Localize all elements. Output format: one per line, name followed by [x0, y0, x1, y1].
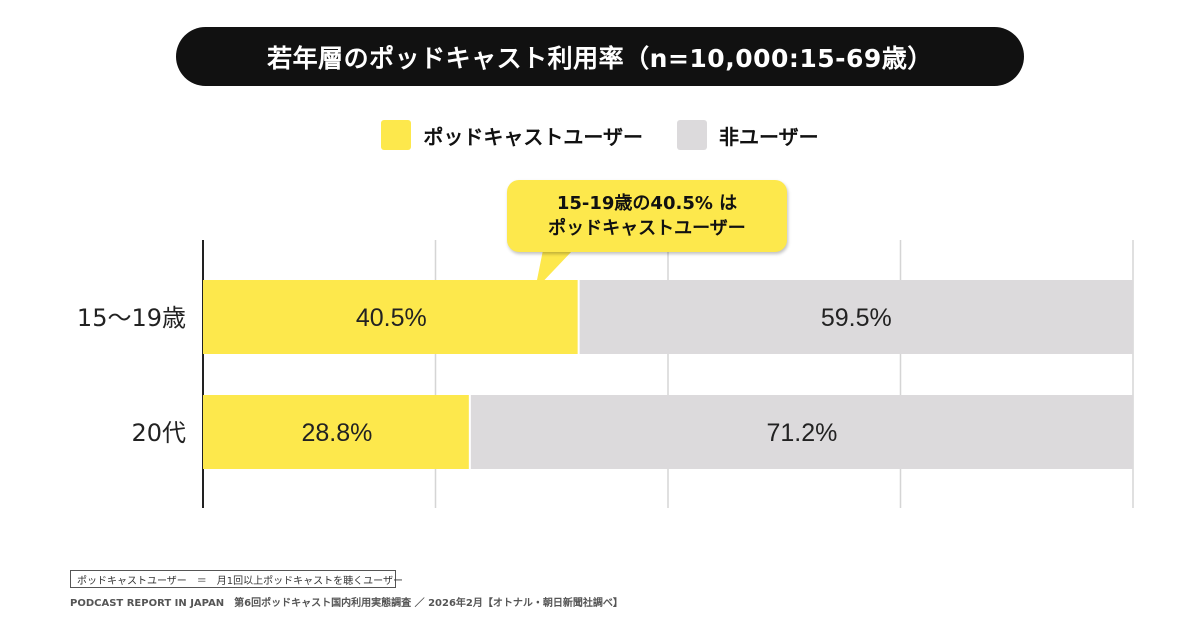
source-note: PODCAST REPORT IN JAPAN 第6回ポッドキャスト国内利用実態… [70, 598, 623, 609]
bar-non-users [470, 395, 1134, 469]
legend-item-users: ポッドキャストユーザー [381, 120, 643, 150]
chart-title: 若年層のポッドキャスト利用率（n=10,000:15-69歳） [176, 27, 1024, 86]
legend: ポッドキャストユーザー 非ユーザー [0, 120, 1200, 150]
legend-swatch-users [381, 120, 412, 150]
bar-non-users [579, 280, 1133, 354]
callout-line-2: ポッドキャストユーザー [548, 218, 746, 239]
bar-value-label: 40.5% [356, 304, 427, 332]
bar-users [203, 395, 469, 469]
bar-labels: 40.5% 59.5% 28.8% 71.2% [301, 304, 891, 447]
callout-bubble: 15-19歳の40.5% は ポッドキャストユーザー [507, 180, 787, 252]
legend-item-non-users: 非ユーザー [677, 120, 819, 150]
bar-value-label: 28.8% [301, 419, 372, 447]
bar-value-label: 71.2% [766, 419, 837, 447]
bar-value-label: 59.5% [821, 304, 892, 332]
legend-swatch-non-users [677, 120, 707, 150]
category-label: 15〜19歳 [77, 304, 186, 332]
category-labels: 15〜19歳 20代 [77, 304, 186, 447]
bar-users [203, 280, 578, 354]
legend-label-users: ポッドキャストユーザー [423, 124, 643, 149]
footnote: ポッドキャストユーザー ＝ 月1回以上ポッドキャストを聴くユーザー [70, 570, 403, 588]
bars [203, 280, 1134, 469]
legend-label-non-users: 非ユーザー [719, 124, 819, 149]
callout-tail [535, 250, 573, 290]
category-label: 20代 [131, 419, 186, 447]
callout-line-1: 15-19歳の40.5% は [556, 193, 738, 214]
